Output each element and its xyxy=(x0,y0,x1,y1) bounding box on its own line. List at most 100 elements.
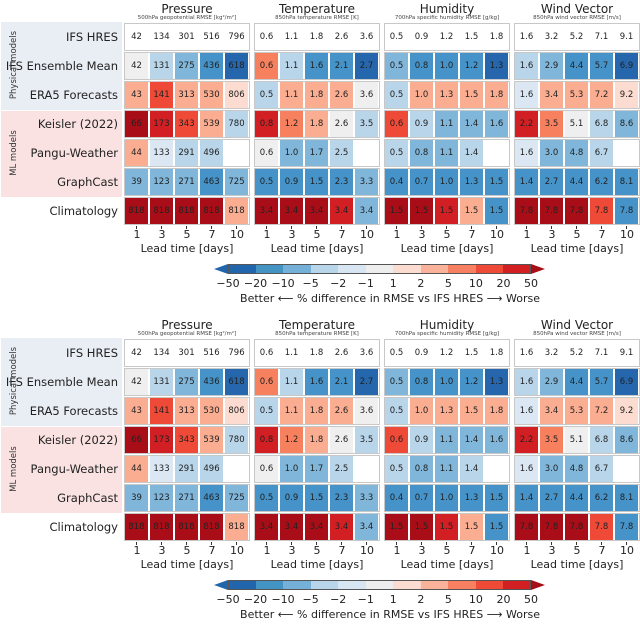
row-frame xyxy=(124,368,250,396)
heatmap-cell: 44 xyxy=(125,140,148,166)
row-frame xyxy=(254,368,380,396)
heatmap-cell: 0.6 xyxy=(255,369,278,395)
heatmap-cell: 1.1 xyxy=(280,340,303,366)
heatmap-cell: 44 xyxy=(125,456,148,482)
x-tick-label: 3 xyxy=(158,228,166,241)
x-tick-label: 10 xyxy=(490,228,504,241)
colorbar-segment xyxy=(448,264,476,274)
heatmap-cell: 2.1 xyxy=(330,53,353,79)
heatmap-cell: 806 xyxy=(225,82,248,108)
x-tick-mark xyxy=(421,226,422,229)
colorbar xyxy=(228,264,532,274)
heatmap-cell: 3.6 xyxy=(355,24,378,50)
row-label: IFS Ensemble Mean xyxy=(5,59,118,73)
row-label: Pangu-Weather xyxy=(30,146,118,160)
heatmap-cell: 42 xyxy=(125,340,148,366)
heatmap-cell: 1.6 xyxy=(515,53,538,79)
heatmap-cell: 4.4 xyxy=(565,369,588,395)
heatmap-cell: 7.8 xyxy=(590,198,613,224)
x-tick-mark xyxy=(341,226,342,229)
row-frame xyxy=(384,139,510,167)
heatmap-cell: 39 xyxy=(125,169,148,195)
heatmap-cell: 1.5 xyxy=(460,398,483,424)
heatmap-cell: 141 xyxy=(150,398,173,424)
heatmap-cell: 6.2 xyxy=(590,169,613,195)
heatmap-cell: 3.3 xyxy=(355,485,378,511)
heatmap-cell: 1.5 xyxy=(305,169,328,195)
row-frame xyxy=(254,81,380,109)
colorbar-segment xyxy=(475,580,504,590)
heatmap-cell: 0.9 xyxy=(410,111,433,137)
heatmap-cell: 2.2 xyxy=(515,427,538,453)
x-tick-mark xyxy=(136,226,137,229)
row-frame xyxy=(254,52,380,80)
variable-title: Pressure xyxy=(161,2,213,16)
x-tick-label: 5 xyxy=(443,228,451,241)
heatmap-cell: 796 xyxy=(225,24,248,50)
heatmap-cell: 0.9 xyxy=(280,485,303,511)
x-tick-label: 1 xyxy=(523,228,531,241)
colorbar xyxy=(228,580,532,590)
x-tick-label: 1 xyxy=(133,228,141,241)
x-tick-label: 1 xyxy=(133,544,141,557)
heatmap-cell: 134 xyxy=(150,24,173,50)
heatmap-cell: 3.6 xyxy=(355,340,378,366)
x-tick-mark xyxy=(446,226,447,229)
group-band-ml xyxy=(1,111,122,197)
heatmap-cell: 818 xyxy=(175,198,198,224)
heatmap-cell: 5.2 xyxy=(565,24,588,50)
colorbar-segment xyxy=(283,580,311,590)
variable-subtitle: 700hPa specific humidity RMSE [g/kg] xyxy=(394,331,500,337)
x-tick-mark xyxy=(396,226,397,229)
heatmap-cell: 1.5 xyxy=(460,24,483,50)
heatmap-cell: 0.8 xyxy=(255,111,278,137)
group-band-ml xyxy=(1,427,122,513)
row-frame xyxy=(124,455,250,483)
heatmap-cell: 0.4 xyxy=(385,169,408,195)
row-frame xyxy=(254,197,380,225)
variable-subtitle: 850hPa temperature RMSE [K] xyxy=(275,331,359,337)
row-frame xyxy=(254,168,380,196)
colorbar-tick-label: 50 xyxy=(524,593,538,606)
colorbar-segment xyxy=(255,580,284,590)
x-tick-label: 1 xyxy=(263,544,271,557)
heatmap-cell: 291 xyxy=(175,140,198,166)
heatmap-cell: 2.2 xyxy=(515,111,538,137)
heatmap-cell: 1.8 xyxy=(485,24,508,50)
x-tick-mark xyxy=(366,226,367,229)
x-tick-label: 7 xyxy=(468,228,476,241)
x-tick-mark xyxy=(526,226,527,229)
x-tick-mark xyxy=(496,542,497,545)
heatmap-cell: 3.4 xyxy=(255,514,278,540)
row-frame xyxy=(254,426,380,454)
heatmap-cell: 5.1 xyxy=(565,427,588,453)
heatmap-cell: 618 xyxy=(225,369,248,395)
row-label: GraphCast xyxy=(57,491,118,505)
heatmap-cell: 5.3 xyxy=(565,398,588,424)
colorbar-segment xyxy=(228,580,256,590)
row-frame xyxy=(384,197,510,225)
heatmap-cell: 4.4 xyxy=(565,485,588,511)
heatmap-cell: 43 xyxy=(125,82,148,108)
colorbar-tick-label: 5 xyxy=(444,277,452,290)
colorbar-tick-label: 20 xyxy=(496,277,511,290)
row-frame xyxy=(254,110,380,138)
x-tick-label: 5 xyxy=(573,544,581,557)
heatmap-cell: 42 xyxy=(125,53,148,79)
x-tick-mark xyxy=(266,226,267,229)
heatmap-cell: 1.3 xyxy=(460,485,483,511)
x-axis-label: Lead time [days] xyxy=(530,558,624,571)
colorbar-segment xyxy=(365,580,394,590)
heatmap-cell: 1.6 xyxy=(485,427,508,453)
heatmap-cell: 1.0 xyxy=(280,456,303,482)
heatmap-cell: 1.0 xyxy=(435,169,458,195)
x-tick-mark xyxy=(421,542,422,545)
x-tick-mark xyxy=(396,542,397,545)
heatmap-cell: 2.7 xyxy=(540,485,563,511)
heatmap-cell: 0.5 xyxy=(385,456,408,482)
heatmap-cell: 0.5 xyxy=(385,53,408,79)
row-frame xyxy=(254,23,380,51)
heatmap-cell: 6.9 xyxy=(615,369,638,395)
heatmap-cell: 3.4 xyxy=(355,198,378,224)
heatmap-cell: 1.7 xyxy=(305,140,328,166)
